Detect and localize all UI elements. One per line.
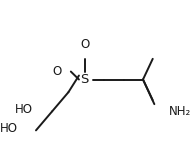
Text: O: O	[52, 65, 62, 78]
Text: HO: HO	[15, 103, 33, 116]
Text: HO: HO	[0, 122, 18, 135]
Text: S: S	[80, 73, 89, 86]
Text: O: O	[80, 38, 89, 51]
Text: NH₂: NH₂	[169, 105, 191, 118]
